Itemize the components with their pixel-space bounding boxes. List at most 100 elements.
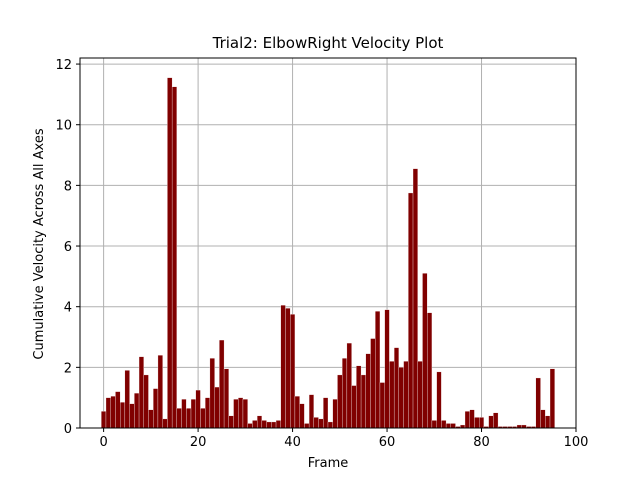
bar (351, 385, 357, 429)
bar (129, 403, 135, 429)
bar (261, 420, 267, 429)
y-tick-label: 8 (64, 179, 72, 194)
bar (431, 420, 437, 429)
bar (171, 86, 177, 429)
bar (153, 388, 159, 429)
bar (105, 397, 111, 429)
bar (299, 403, 305, 429)
bar (219, 339, 225, 429)
bar (318, 418, 324, 429)
bar (186, 408, 192, 429)
bar (469, 409, 475, 429)
bar (365, 353, 371, 429)
bar (304, 423, 310, 429)
bar (332, 399, 338, 429)
bar (120, 402, 126, 429)
bar (294, 396, 300, 429)
bar (190, 399, 196, 429)
bar (209, 358, 215, 429)
bar (242, 399, 248, 429)
bar (266, 421, 272, 429)
bar (134, 392, 140, 429)
chart-title: Trial2: ElbowRight Velocity Plot (212, 34, 444, 52)
x-tick-label: 0 (99, 435, 107, 450)
bar (370, 338, 376, 429)
bar (247, 423, 253, 429)
bar (422, 273, 428, 429)
bar (384, 309, 390, 429)
bar (271, 421, 277, 429)
y-tick-label: 0 (64, 422, 72, 437)
bar (313, 417, 319, 429)
bar (337, 374, 343, 429)
bar (450, 423, 456, 429)
bar (138, 356, 144, 429)
bar (393, 347, 400, 429)
bar (464, 411, 470, 429)
bar (436, 371, 442, 429)
bar (195, 389, 201, 429)
bar (389, 361, 395, 429)
x-tick-label: 20 (190, 435, 207, 450)
bar (493, 412, 499, 429)
y-tick-label: 12 (55, 58, 72, 73)
bar (200, 408, 206, 429)
bar (205, 397, 211, 429)
x-axis-title: Frame (308, 456, 349, 471)
bar (549, 368, 555, 429)
bar (275, 420, 281, 429)
bar (280, 305, 286, 429)
bar (346, 342, 352, 429)
bar (233, 399, 239, 429)
bar (398, 367, 404, 429)
bar (545, 415, 551, 429)
bar (379, 382, 385, 429)
bar (115, 391, 121, 429)
bar (323, 397, 329, 429)
bar (223, 368, 229, 429)
bar (214, 386, 220, 429)
axes: 0 20 40 60 80 100 0 2 4 6 8 10 12 (55, 57, 589, 450)
bar (342, 358, 348, 429)
bar (360, 374, 366, 429)
bar (110, 396, 116, 429)
bar (290, 314, 296, 429)
x-tick-label: 60 (379, 435, 396, 450)
bar (488, 415, 494, 429)
bar (479, 417, 485, 429)
bar (441, 420, 447, 429)
bar (427, 312, 433, 429)
plot-frame (79, 57, 577, 429)
bar (228, 415, 234, 429)
bar (285, 308, 291, 429)
bar (403, 361, 409, 429)
bar (238, 397, 244, 429)
x-tick-label: 40 (284, 435, 301, 450)
bar (101, 411, 107, 429)
bar (162, 418, 168, 429)
bar (535, 377, 541, 429)
bar (474, 417, 480, 429)
bar (412, 168, 418, 429)
bar (540, 409, 546, 429)
bar (308, 394, 314, 429)
bar (148, 409, 154, 429)
x-tick-label: 100 (564, 435, 589, 450)
bar (176, 408, 182, 429)
y-tick-label: 4 (64, 301, 72, 316)
y-tick-label: 6 (64, 240, 72, 255)
bar (252, 420, 258, 429)
bar (327, 421, 333, 429)
bar (375, 311, 381, 429)
bar (143, 374, 149, 429)
bar (124, 370, 130, 429)
bar (157, 355, 163, 429)
y-tick-label: 10 (55, 119, 72, 134)
bar (356, 365, 362, 429)
bar (167, 77, 173, 429)
bar (181, 399, 187, 429)
bar (445, 423, 451, 429)
bar (256, 415, 263, 429)
